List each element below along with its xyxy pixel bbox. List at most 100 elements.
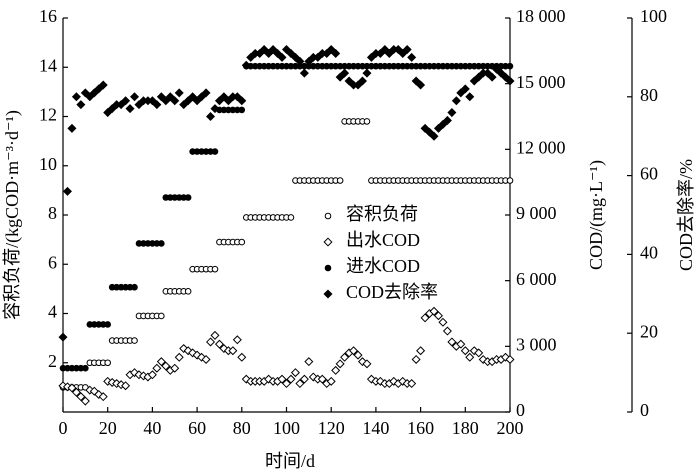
data-point — [402, 45, 412, 55]
data-point — [447, 337, 457, 347]
data-point — [206, 337, 216, 347]
data-point — [505, 354, 515, 364]
data-point — [152, 100, 162, 110]
data-point — [299, 374, 309, 384]
data-point — [156, 357, 166, 367]
data-point — [121, 381, 131, 391]
data-point — [80, 88, 90, 98]
data-point — [277, 374, 287, 384]
data-point — [255, 48, 265, 58]
x-tick-label: 120 — [318, 418, 345, 438]
data-point — [62, 186, 72, 196]
data-point — [474, 72, 484, 82]
data-point — [366, 52, 376, 62]
data-point — [170, 96, 180, 106]
y2-tick-label: 3 000 — [516, 334, 557, 354]
data-point — [131, 283, 138, 291]
data-point — [287, 214, 295, 221]
y-tick-label: 14 — [39, 55, 57, 75]
legend-marker — [324, 212, 332, 220]
data-point — [438, 119, 448, 129]
data-point — [331, 365, 341, 375]
x-tick-label: 180 — [452, 418, 479, 438]
data-point — [407, 379, 417, 389]
data-point — [94, 84, 104, 94]
data-point — [469, 76, 479, 86]
data-point — [192, 96, 202, 106]
data-point — [201, 354, 211, 364]
data-point — [98, 80, 108, 90]
data-point — [116, 100, 126, 110]
data-point — [460, 346, 470, 356]
data-point — [357, 76, 367, 86]
data-point — [121, 96, 131, 106]
data-point — [290, 52, 300, 62]
data-point — [238, 106, 246, 114]
data-point — [506, 177, 514, 184]
x-tick-label: 20 — [99, 418, 117, 438]
data-point — [232, 335, 242, 345]
data-point — [237, 352, 247, 362]
data-point — [214, 339, 224, 349]
data-point — [363, 118, 371, 125]
data-point — [478, 354, 488, 364]
data-point — [313, 52, 323, 62]
data-point — [228, 346, 238, 356]
data-point — [429, 306, 439, 316]
data-point — [335, 359, 345, 369]
y3-tick-label: 60 — [640, 164, 658, 184]
data-point — [496, 68, 506, 78]
data-point — [158, 240, 165, 247]
data-point — [107, 104, 117, 114]
data-point — [71, 92, 81, 102]
data-point — [277, 52, 287, 62]
data-point — [67, 383, 77, 393]
y-tick-label: 6 — [48, 252, 57, 272]
x-tick-label: 200 — [497, 418, 524, 438]
legend-label: COD去除率 — [346, 282, 438, 302]
data-point — [286, 374, 296, 384]
data-point — [411, 354, 421, 364]
y3-tick-label: 80 — [640, 85, 658, 105]
y-tick-label: 12 — [39, 105, 57, 125]
data-point — [201, 88, 211, 98]
data-point — [184, 288, 192, 295]
data-point — [366, 374, 376, 384]
legend-marker — [324, 264, 332, 272]
data-point — [375, 48, 385, 58]
data-point — [188, 348, 198, 358]
data-point — [219, 92, 229, 102]
data-point — [393, 45, 403, 55]
data-point — [362, 359, 372, 369]
x-tick-label: 160 — [407, 418, 434, 438]
data-point — [264, 48, 274, 58]
data-point — [89, 88, 99, 98]
legend-label: 进水COD — [346, 256, 420, 276]
data-point — [211, 265, 219, 273]
data-point — [281, 379, 292, 389]
data-point — [130, 92, 140, 102]
data-point — [469, 346, 479, 356]
data-point — [179, 344, 189, 354]
data-point — [492, 64, 502, 74]
data-point — [353, 80, 363, 90]
y-axis-label: 容积负荷/(kgCOD·m⁻³·d⁻¹) — [2, 110, 23, 320]
data-point — [438, 317, 448, 327]
data-point — [456, 339, 466, 349]
data-point — [184, 194, 192, 201]
data-point — [317, 374, 327, 384]
data-point — [104, 359, 111, 367]
y3-tick-label: 0 — [640, 400, 649, 420]
data-point — [344, 76, 354, 86]
data-point — [362, 68, 372, 78]
data-point — [487, 72, 497, 82]
data-point — [158, 312, 165, 320]
data-point — [290, 368, 300, 378]
data-point — [501, 72, 511, 82]
data-point — [375, 376, 385, 386]
data-point — [103, 108, 113, 118]
y3-tick-label: 100 — [640, 6, 667, 26]
data-point — [353, 350, 363, 360]
y2-axis-label: COD/(mg·L⁻¹) — [586, 160, 607, 270]
data-point — [241, 60, 251, 70]
